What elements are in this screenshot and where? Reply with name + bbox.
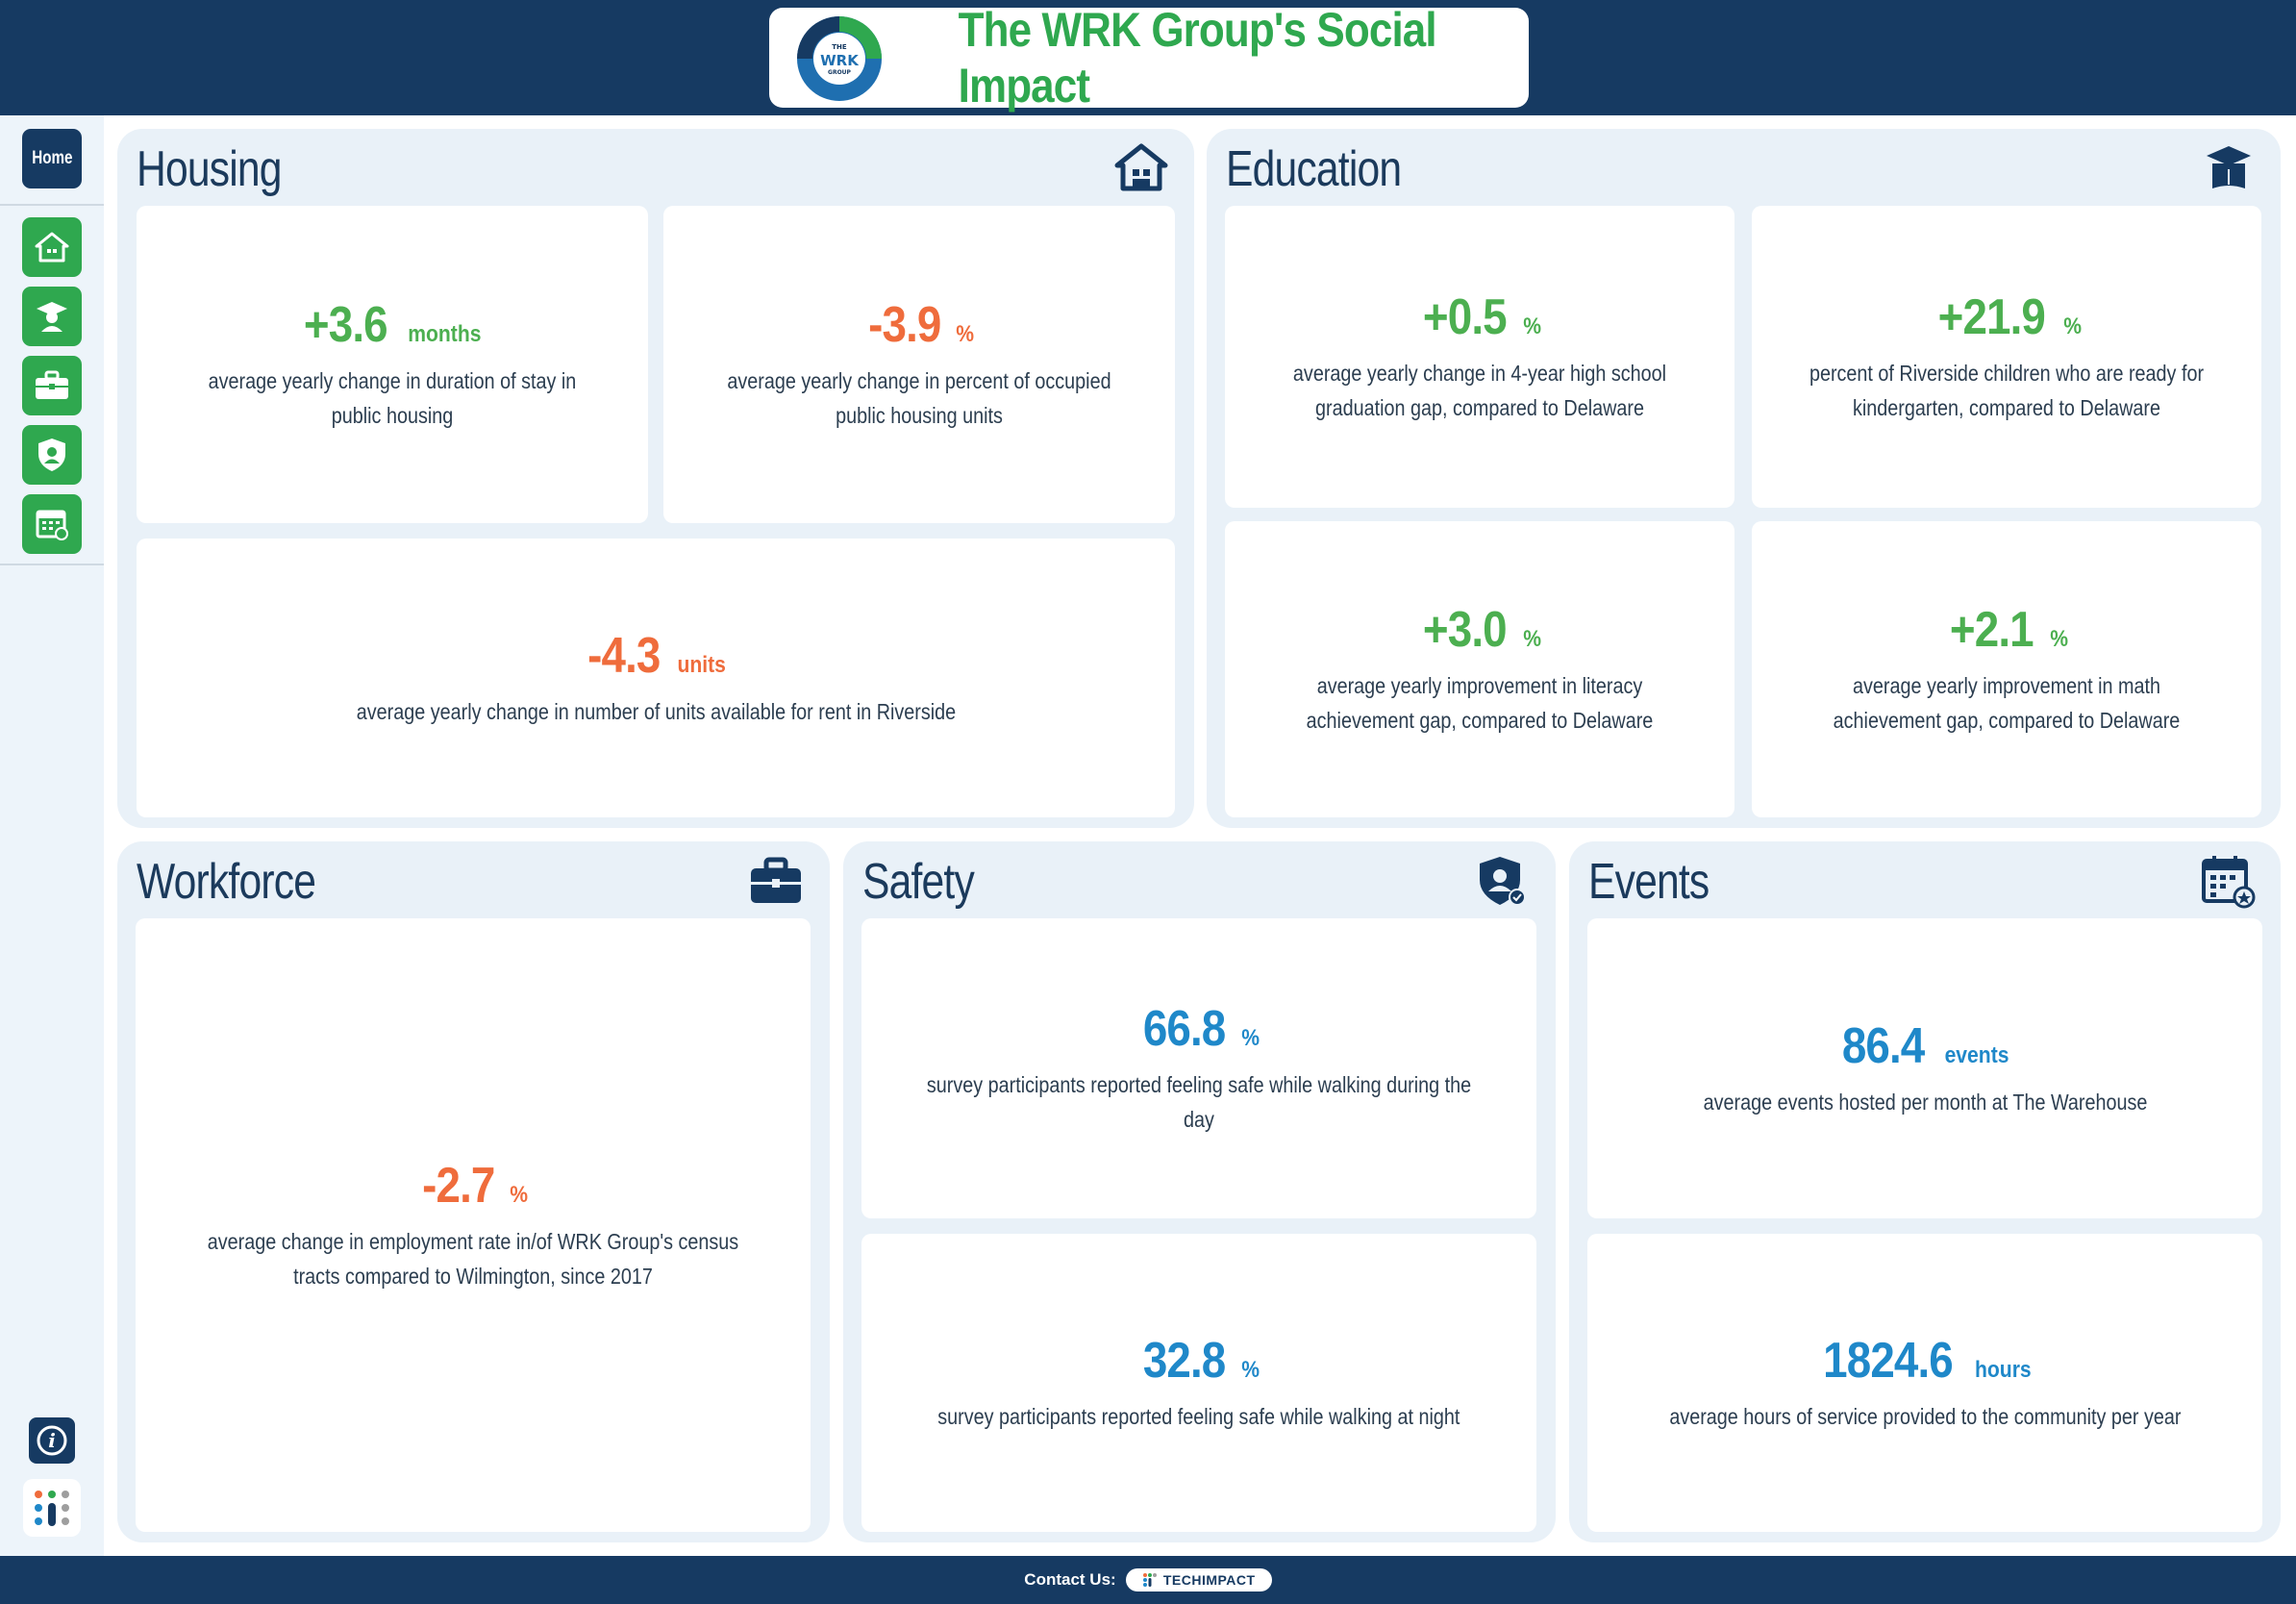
house-icon: [35, 232, 69, 263]
events-card-service-hours: 1824.6 hours average hours of service pr…: [1587, 1234, 2262, 1532]
techimpact-button[interactable]: [23, 1479, 81, 1537]
metric-value: 1824.6: [1823, 1333, 1954, 1389]
metric-unit: %: [1522, 626, 1541, 652]
techimpact-label: TECHIMPACT: [1162, 1572, 1256, 1588]
metric-value: +3.0: [1422, 602, 1508, 658]
page-title: The WRK Group's Social Impact: [958, 3, 1437, 113]
sidebar-divider: [0, 564, 104, 565]
metric-unit: months: [408, 321, 482, 347]
metric-unit: %: [510, 1182, 529, 1208]
metric-value: 32.8: [1142, 1333, 1226, 1389]
info-icon: i: [37, 1425, 67, 1456]
workforce-panel: Workforce -2.7 % average change in emplo…: [117, 841, 830, 1542]
metric-value: +0.5: [1422, 289, 1508, 345]
wrk-group-logo: THE WRK GROUP: [797, 16, 882, 101]
housing-card-occupied-units: -3.9 % average yearly change in percent …: [663, 206, 1175, 523]
education-card-graduation-gap: +0.5 % average yearly change in 4-year h…: [1225, 206, 1734, 508]
metric-description: average yearly change in 4-year high sch…: [1292, 361, 1667, 420]
house-icon: [1114, 143, 1168, 191]
metric-value: 86.4: [1842, 1018, 1925, 1074]
metric-description: average yearly improvement in math achie…: [1833, 673, 2181, 733]
education-card-literacy-gap: +3.0 % average yearly improvement in lit…: [1225, 521, 1734, 817]
graduate-icon: [2207, 146, 2251, 188]
logo-text-top: THE: [832, 43, 847, 51]
techimpact-dots-icon: [35, 1491, 69, 1526]
metric-unit: units: [677, 652, 727, 678]
safety-card-day: 66.8 % survey participants reported feel…: [861, 918, 1536, 1218]
metric-value: +21.9: [1937, 289, 2046, 345]
info-button[interactable]: i: [29, 1417, 75, 1464]
logo-text-mid: WRK: [820, 52, 860, 69]
metric-unit: events: [1944, 1042, 2009, 1068]
housing-panel: Housing +3.6 months average yearly chang…: [117, 129, 1194, 828]
shield-user-icon: [1480, 857, 1526, 906]
briefcase-icon: [36, 370, 68, 399]
metric-value: +2.1: [1949, 602, 2034, 658]
sidebar-item-education[interactable]: [22, 287, 82, 346]
sidebar-item-events[interactable]: [22, 494, 82, 554]
metric-unit: %: [956, 321, 975, 347]
safety-card-night: 32.8 % survey participants reported feel…: [861, 1234, 1536, 1532]
sidebar-item-safety[interactable]: [22, 425, 82, 485]
shield-user-icon: [38, 439, 65, 471]
metric-description: average hours of service provided to the…: [1668, 1404, 2182, 1429]
education-card-math-gap: +2.1 % average yearly improvement in mat…: [1752, 521, 2261, 817]
metric-description: survey participants reported feeling saf…: [937, 1404, 1460, 1429]
housing-card-stay-duration: +3.6 months average yearly change in dur…: [137, 206, 648, 523]
metric-value: -2.7: [421, 1158, 495, 1214]
education-panel: Education +0.5 % average yearly change i…: [1207, 129, 2281, 828]
logo-text-bottom: GROUP: [828, 69, 852, 76]
metric-description: average yearly change in percent of occu…: [727, 368, 1111, 428]
metric-unit: %: [1241, 1357, 1260, 1383]
events-panel: Events 86.4 events average events hosted…: [1569, 841, 2281, 1542]
metric-description: survey participants reported feeling saf…: [926, 1072, 1472, 1132]
sidebar-item-workforce[interactable]: [22, 356, 82, 415]
metric-value: -3.9: [867, 297, 941, 353]
sidebar: Home: [0, 115, 104, 1556]
events-card-monthly-events: 86.4 events average events hosted per mo…: [1587, 918, 2262, 1218]
briefcase-icon: [751, 857, 801, 903]
metric-description: percent of Riverside children who are re…: [1809, 361, 2205, 420]
metric-description: average events hosted per month at The W…: [1703, 1090, 2147, 1115]
graduate-icon: [37, 302, 67, 332]
metric-value: +3.6: [304, 297, 388, 353]
home-button[interactable]: Home: [22, 129, 82, 188]
metric-unit: %: [1241, 1025, 1260, 1051]
metric-value: -4.3: [586, 628, 661, 684]
contact-label: Contact Us:: [1024, 1570, 1116, 1589]
title-card: THE WRK GROUP The WRK Group's Social Imp…: [769, 3, 1529, 113]
metric-value: 66.8: [1142, 1001, 1226, 1057]
techimpact-link[interactable]: TECHIMPACT: [1125, 1568, 1272, 1591]
sidebar-divider: [0, 204, 104, 206]
techimpact-dots-icon: [1142, 1573, 1157, 1587]
education-card-kindergarten-readiness: +21.9 % percent of Riverside children wh…: [1752, 206, 2261, 508]
housing-title: Housing: [137, 141, 283, 197]
metric-description: average change in employment rate in/of …: [207, 1229, 739, 1289]
sidebar-item-housing[interactable]: [22, 217, 82, 277]
header-bar: THE WRK GROUP The WRK Group's Social Imp…: [0, 0, 2296, 115]
metric-description: average yearly change in duration of sta…: [208, 368, 577, 428]
home-button-label: Home: [31, 148, 73, 168]
metric-unit: %: [2049, 626, 2068, 652]
metric-unit: %: [1522, 313, 1541, 339]
workforce-title: Workforce: [137, 854, 316, 910]
safety-title: Safety: [862, 854, 975, 910]
safety-panel: Safety 66.8 % survey participants report…: [843, 841, 1556, 1542]
calendar-icon: [36, 510, 68, 540]
education-title: Education: [1226, 141, 1402, 197]
info-icon-glyph: i: [48, 1429, 56, 1452]
workforce-card-employment-rate: -2.7 % average change in employment rate…: [136, 918, 811, 1532]
metric-description: average yearly change in number of units…: [356, 699, 956, 724]
metric-description: average yearly improvement in literacy a…: [1306, 673, 1654, 733]
events-title: Events: [1588, 854, 1710, 910]
metric-unit: hours: [1975, 1357, 2032, 1383]
housing-card-rental-units: -4.3 units average yearly change in numb…: [137, 539, 1175, 817]
metric-unit: %: [2062, 313, 2082, 339]
calendar-icon: [2202, 856, 2256, 909]
footer: Contact Us: TECHIMPACT: [0, 1556, 2296, 1604]
